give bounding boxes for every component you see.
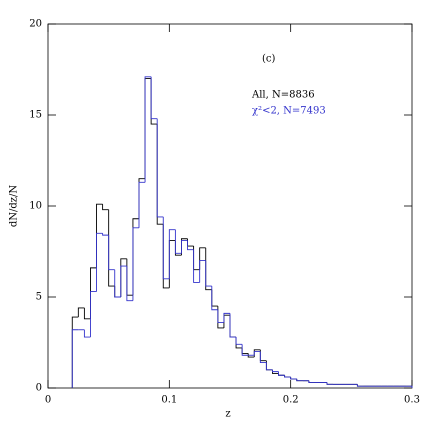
histogram-step	[102, 204, 109, 211]
histogram-step	[278, 371, 285, 376]
histogram-step	[120, 265, 127, 297]
histogram-step	[247, 353, 255, 358]
histogram-step	[241, 347, 249, 354]
histogram-step	[150, 78, 158, 125]
histogram-step	[199, 247, 206, 270]
histogram-step	[108, 209, 115, 287]
histogram-step	[96, 203, 103, 268]
histogram-step	[326, 382, 334, 385]
histogram-step	[241, 344, 249, 356]
histogram-step	[96, 232, 103, 292]
histogram-step	[162, 224, 170, 289]
histogram-step	[223, 312, 230, 323]
histogram-step	[138, 181, 146, 228]
histogram-step	[259, 349, 267, 362]
histogram-step	[199, 260, 206, 283]
histogram-step	[132, 227, 139, 301]
histogram-step	[187, 240, 194, 251]
histogram-step	[193, 249, 200, 283]
histogram-step	[265, 362, 273, 371]
histogram-step	[223, 314, 230, 328]
histogram-step	[265, 360, 273, 371]
histogram-step	[253, 351, 261, 356]
x-tick-label: 0.3	[404, 395, 420, 406]
histogram-step	[126, 266, 133, 302]
x-tick-label: 0.1	[161, 395, 177, 406]
histogram-step	[156, 118, 164, 218]
histogram-step	[211, 289, 218, 307]
histogram-step	[296, 378, 303, 382]
histogram-step	[120, 258, 127, 297]
histogram-step	[229, 313, 237, 338]
histogram-step	[205, 260, 212, 287]
histogram-step	[174, 229, 182, 254]
y-tick-label: 10	[29, 201, 42, 212]
histogram-step	[168, 240, 176, 288]
y-tick-label: 15	[29, 110, 42, 121]
histogram-step	[90, 291, 97, 338]
y-tick-label: 5	[36, 292, 42, 303]
histogram-step	[144, 78, 152, 179]
histogram-step	[126, 258, 133, 296]
histogram-step	[284, 375, 291, 378]
histogram-step	[235, 337, 243, 345]
legend-label: All, N=8836	[251, 90, 315, 101]
histogram-step	[144, 76, 152, 183]
x-axis-label: z	[225, 409, 230, 420]
histogram-step	[90, 267, 97, 319]
histogram-step	[187, 238, 194, 247]
histogram-step	[308, 380, 315, 383]
histogram-step	[272, 369, 279, 373]
histogram-step	[138, 178, 146, 219]
legend-label: χ²<2, N=7493	[252, 106, 326, 117]
histogram-step	[71, 316, 79, 388]
histogram-step	[229, 315, 237, 338]
histogram-step	[150, 76, 158, 120]
histogram-step	[162, 216, 170, 280]
histogram-step	[217, 309, 224, 323]
histogram-step	[114, 269, 121, 298]
y-axis-label: dN/dz/N	[9, 185, 20, 228]
histogram-step	[217, 306, 224, 329]
y-tick-label: 20	[29, 19, 42, 30]
histogram-step	[83, 307, 91, 320]
histogram-step	[405, 385, 413, 388]
histogram-step	[156, 124, 164, 225]
histogram-step	[181, 238, 188, 256]
histogram-step	[168, 229, 176, 279]
annotation: (c)	[262, 54, 276, 65]
histogram-step	[290, 377, 297, 380]
x-tick-label: 0	[45, 395, 51, 406]
histogram-step	[259, 351, 267, 363]
histogram-step	[77, 307, 85, 318]
x-tick-label: 0.2	[283, 395, 299, 406]
histogram-step	[102, 233, 109, 236]
histogram-step	[205, 247, 212, 291]
y-tick-label: 0	[36, 383, 42, 394]
histogram-step	[132, 218, 139, 296]
histogram-step	[193, 246, 200, 271]
histogram-step	[71, 329, 79, 388]
histogram-step	[211, 286, 218, 311]
histogram-step	[356, 384, 364, 387]
histogram-step	[108, 235, 115, 271]
histogram-step	[83, 329, 91, 338]
histogram-step	[253, 349, 261, 358]
histogram-step	[181, 240, 188, 254]
histogram-step	[114, 286, 121, 298]
histogram-step	[235, 337, 243, 349]
